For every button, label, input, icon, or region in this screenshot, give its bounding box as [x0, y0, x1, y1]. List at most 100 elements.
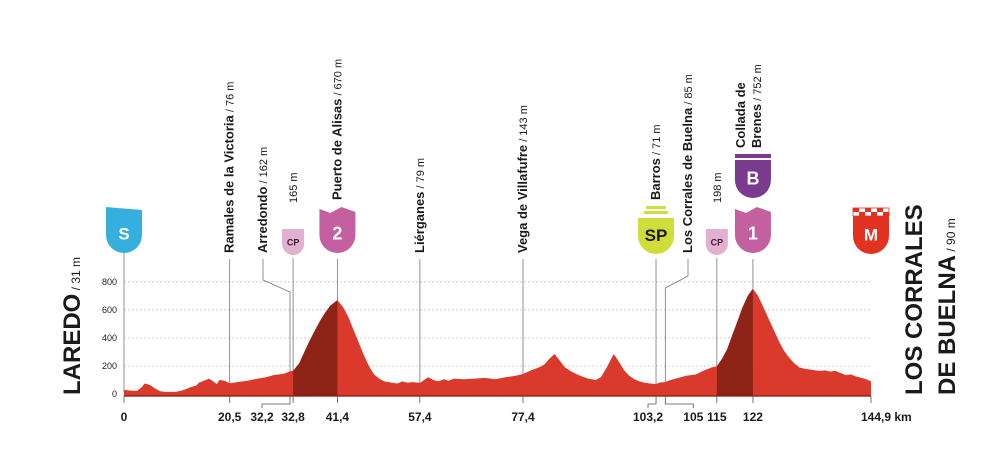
- mountain-badge-peak: [319, 207, 356, 215]
- sprint-badge: SP: [638, 206, 675, 255]
- finish-badge-shape: [853, 216, 889, 254]
- waypoint-name: Liérganes / 79 m: [412, 158, 427, 253]
- waypoint-alt: 165 m: [288, 172, 300, 203]
- y-tick-label: 200: [102, 361, 117, 371]
- waypoint-label: Liérganes / 79 m: [412, 158, 427, 253]
- waypoint-name: Los Corrales de Buelna / 85 m: [680, 74, 695, 253]
- x-tick-label: 57,4: [408, 410, 432, 424]
- y-tick-label: 800: [102, 277, 117, 287]
- sprint-badge-stripe: [644, 211, 669, 214]
- bonus-badge-label: B: [746, 168, 759, 188]
- start-badge-label: S: [118, 224, 129, 243]
- x-tick-leader: [261, 403, 291, 408]
- mountain-badge-label: 2: [332, 223, 342, 243]
- elevation-area: [124, 288, 871, 397]
- finish-checker-border: [852, 207, 890, 217]
- finish-checker: [859, 212, 865, 216]
- finish-checker: [859, 208, 865, 212]
- cp-badge: CP: [705, 229, 728, 255]
- y-tick-label: 600: [102, 305, 117, 315]
- x-tick-leader: [647, 403, 657, 408]
- waypoint-name: Ramales de la Victoria / 76 m: [222, 82, 237, 253]
- finish-checker: [865, 212, 871, 216]
- x-axis-ticks: 0 20,5 32,2 32,8 41,4 57,4 77,4 103,2 105 115 122 1…: [121, 396, 912, 424]
- finish-name-1: LOS CORRALES: [901, 204, 928, 395]
- leader-line: [262, 259, 291, 372]
- x-tick-leader: [664, 403, 694, 408]
- bonus-badge-stripe: [734, 154, 771, 158]
- y-tick-label: 400: [102, 333, 117, 343]
- x-tick-label: 115: [707, 410, 727, 424]
- waypoint-label: Puerto de Alisas / 670 m: [329, 59, 344, 200]
- start-flag: [106, 207, 142, 215]
- waypoint-label: Vega de Villafufre / 143 m: [515, 105, 530, 253]
- x-tick-label: 32,8: [281, 410, 305, 424]
- finish-checker: [865, 208, 871, 212]
- elevation-fill: [124, 288, 871, 396]
- start-name: LAREDO / 31 m: [59, 257, 86, 395]
- waypoints: Ramales de la Victoria / 76 m Arredondo /…: [222, 59, 764, 385]
- bonus-badge: B: [734, 154, 771, 198]
- start-finish-labels: LAREDO / 31 m LOS CORRALES DE BUELNA / 90 …: [59, 204, 961, 395]
- mountain-badge-shape: [734, 215, 771, 253]
- x-tick-label: 41,4: [326, 410, 350, 424]
- x-tick-label: 0: [121, 410, 128, 424]
- x-tick-label: 144,9 km: [861, 410, 912, 424]
- waypoint-label: Collada de: [733, 82, 748, 148]
- sprint-badge-shape: [638, 218, 675, 255]
- mountain-badge-peak: [734, 207, 771, 215]
- waypoint-label: Barros / 71 m: [648, 124, 663, 200]
- finish-checker: [871, 212, 877, 216]
- start-name-text: LAREDO / 31 m: [59, 257, 86, 395]
- x-tick-label: 32,2: [250, 410, 274, 424]
- waypoint-label: Los Corrales de Buelna / 85 m: [680, 74, 695, 253]
- finish-checker: [853, 212, 859, 216]
- waypoint-name: Collada de: [733, 82, 748, 148]
- mountain-badge: 2: [319, 207, 356, 253]
- mountain-badge-label: 1: [748, 223, 758, 243]
- waypoint-name: Puerto de Alisas / 670 m: [329, 59, 344, 200]
- cp-badge-shape: [282, 229, 305, 255]
- sprint-badge-label: SP: [645, 226, 668, 245]
- finish-checker: [883, 208, 889, 212]
- altitude-label: 198 m: [712, 172, 724, 203]
- badges: CP 2 SP CP 1 B S M: [106, 154, 890, 392]
- start-badge: S: [106, 207, 142, 392]
- cp-badge-label: CP: [711, 238, 724, 248]
- waypoint-label: Arredondo / 162 m: [255, 147, 270, 253]
- mountain-badge: 1: [734, 207, 771, 253]
- y-tick-label: 0: [112, 389, 117, 399]
- waypoint-name-2: Brenes / 752 m: [749, 64, 764, 148]
- finish-checker: [877, 212, 883, 216]
- finish-checker: [877, 208, 883, 212]
- leader-line: [664, 259, 689, 383]
- start-badge-shape: [106, 215, 142, 253]
- bonus-badge-shape: [734, 160, 771, 198]
- waypoint-label: Ramales de la Victoria / 76 m: [222, 82, 237, 253]
- waypoint-name: Barros / 71 m: [648, 124, 663, 200]
- finish-checker: [853, 208, 859, 212]
- mountain-badge-shape: [319, 215, 356, 253]
- finish-checker: [871, 208, 877, 212]
- x-tick-label: 20,5: [218, 410, 242, 424]
- waypoint-name: Arredondo / 162 m: [255, 147, 270, 253]
- waypoint-label: Brenes / 752 m: [749, 64, 764, 148]
- cp-badge-shape: [705, 229, 728, 255]
- cp-badge: CP: [282, 229, 305, 255]
- y-axis-ticks: 0 200 400 600 800: [102, 277, 117, 399]
- climb-segment: [716, 288, 753, 396]
- finish-name-2: DE BUELNA / 90 m: [934, 218, 961, 395]
- climb-segment: [293, 300, 338, 396]
- altitude-label: 165 m: [288, 172, 300, 203]
- finish-badge-label: M: [864, 225, 878, 244]
- x-tick-label: 105: [683, 410, 703, 424]
- x-tick-label: 122: [743, 410, 763, 424]
- finish-name-line2: DE BUELNA / 90 m: [934, 218, 961, 395]
- x-tick-label: 103,2: [633, 410, 663, 424]
- waypoint-name: Vega de Villafufre / 143 m: [515, 105, 530, 253]
- x-tick-label: 77,4: [511, 410, 535, 424]
- sprint-badge-stripe: [646, 206, 667, 209]
- finish-badge: M: [852, 207, 890, 254]
- waypoint-alt: 198 m: [712, 172, 724, 203]
